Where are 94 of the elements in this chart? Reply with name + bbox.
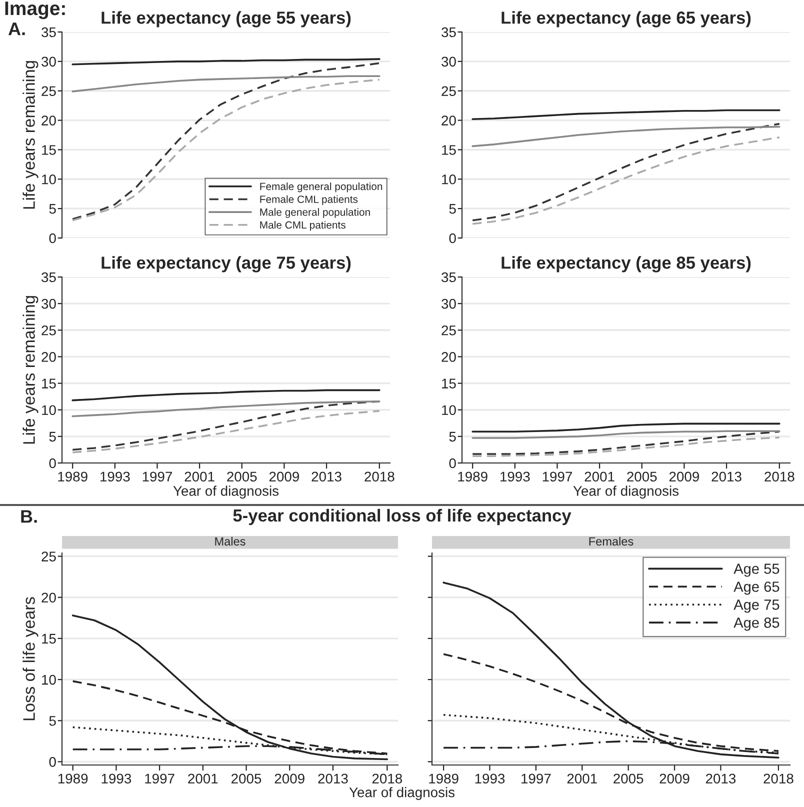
y-tick-label: 25 [442, 325, 456, 336]
x-tick-label: 2013 [712, 472, 742, 482]
x-tick-label: 1989 [429, 774, 458, 784]
y-tick-label: 20 [42, 116, 56, 126]
x-tick-label: 2009 [274, 774, 304, 784]
x-tick-label: 2018 [364, 472, 394, 482]
y-tick-label: 10 [42, 174, 56, 184]
y-tick-label: 20 [442, 116, 456, 126]
y-tick-label: 0 [49, 233, 56, 244]
x-axis-title: Year of diagnosis [349, 787, 455, 800]
chart-title: 5-year conditional loss of life expectancy [233, 508, 572, 526]
legend-label: Male general population [260, 208, 370, 218]
y-tick-label: 25 [42, 86, 56, 96]
y-tick-label: 10 [442, 174, 456, 184]
y-tick-label: 0 [49, 757, 56, 767]
y-tick-label: 35 [42, 27, 56, 38]
y-tick-label: 20 [42, 592, 56, 603]
x-tick-label: 1993 [102, 774, 132, 784]
x-tick-label: 2013 [312, 472, 342, 482]
legend-label: Age 65 [734, 582, 780, 595]
y-tick-label: 20 [42, 352, 56, 362]
y-tick-label: 30 [42, 298, 56, 309]
y-tick-label: 25 [42, 552, 56, 562]
y-tick-label: 35 [442, 27, 456, 38]
chart-subtitle: Females [589, 536, 634, 546]
y-tick-label: 10 [42, 674, 56, 685]
x-tick-label: 2009 [669, 472, 699, 482]
legend-label: Age 85 [734, 618, 780, 631]
chart-title: Life expectancy (age 75 years) [102, 256, 351, 272]
text: A. [8, 22, 25, 36]
y-tick-label: 25 [442, 86, 456, 96]
y-tick-label: 15 [42, 145, 56, 155]
x-tick-label: 2001 [584, 472, 614, 482]
y-tick-label: 15 [442, 378, 456, 388]
x-tick-label: 2001 [188, 774, 218, 784]
x-tick-label: 2001 [567, 774, 597, 784]
y-tick-label: 25 [42, 325, 56, 336]
legend-label: Female general population [260, 182, 382, 192]
x-tick-label: 1997 [145, 774, 174, 784]
legend-label: Male CML patients [260, 221, 346, 231]
x-tick-label: 2001 [184, 472, 214, 482]
x-tick-label: 2005 [614, 774, 644, 784]
x-tick-label: 2005 [227, 472, 257, 482]
x-axis-title: Year of diagnosis [173, 486, 279, 499]
legend-label: Female CML patients [260, 195, 358, 206]
y-tick-label: 20 [442, 352, 456, 362]
y-tick-label: 5 [49, 204, 56, 214]
y-tick-label: 5 [49, 716, 56, 726]
y-tick-label: 10 [42, 405, 56, 416]
y-tick-label: 30 [442, 298, 456, 309]
x-tick-label: 1993 [475, 774, 505, 784]
x-tick-label: 1993 [100, 472, 130, 482]
chart-title: Life expectancy (age 55 years) [102, 11, 351, 28]
text: Image: [5, 2, 65, 20]
y-axis-title: Life years remaining [22, 61, 38, 209]
legend-label: Age 55 [734, 564, 780, 577]
x-tick-label: 2009 [660, 774, 690, 784]
y-tick-label: 5 [449, 432, 456, 442]
y-tick-label: 35 [42, 272, 56, 282]
y-tick-label: 0 [449, 233, 456, 244]
x-tick-label: 2013 [706, 774, 736, 784]
x-tick-label: 2018 [764, 472, 794, 482]
y-tick-label: 30 [442, 56, 456, 67]
x-axis-title: Year of diagnosis [573, 486, 679, 499]
x-tick-label: 1993 [500, 472, 530, 482]
y-tick-label: 0 [449, 458, 456, 468]
chart-title: Life expectancy (age 85 years) [502, 256, 751, 272]
y-tick-label: 10 [442, 405, 456, 416]
x-tick-label: 1989 [458, 472, 488, 482]
x-tick-label: 2009 [269, 472, 299, 482]
x-tick-label: 1997 [542, 472, 572, 482]
y-tick-label: 30 [42, 56, 56, 67]
x-tick-label: 2005 [627, 472, 657, 482]
x-tick-label: 1989 [58, 472, 88, 482]
y-axis-title: Loss of life years [22, 597, 38, 720]
x-tick-label: 2018 [372, 774, 402, 784]
y-tick-label: 35 [442, 272, 456, 282]
x-tick-label: 1997 [522, 774, 551, 784]
x-tick-label: 2013 [318, 774, 348, 784]
y-tick-label: 15 [42, 378, 56, 388]
y-tick-label: 5 [49, 432, 56, 442]
y-tick-label: 15 [442, 145, 456, 155]
y-tick-label: 0 [49, 458, 56, 468]
x-tick-label: 2005 [232, 774, 262, 784]
legend-label: Age 75 [734, 600, 780, 613]
chart-title: Life expectancy (age 65 years) [502, 11, 751, 28]
y-axis-title: Life years remaining [22, 296, 38, 444]
chart-subtitle: Males [215, 536, 246, 546]
text: B. [21, 510, 37, 523]
x-tick-label: 1989 [58, 774, 88, 784]
y-tick-label: 5 [449, 204, 456, 214]
x-tick-label: 2018 [764, 774, 794, 784]
y-tick-label: 15 [42, 634, 56, 644]
x-tick-label: 1997 [142, 472, 172, 482]
